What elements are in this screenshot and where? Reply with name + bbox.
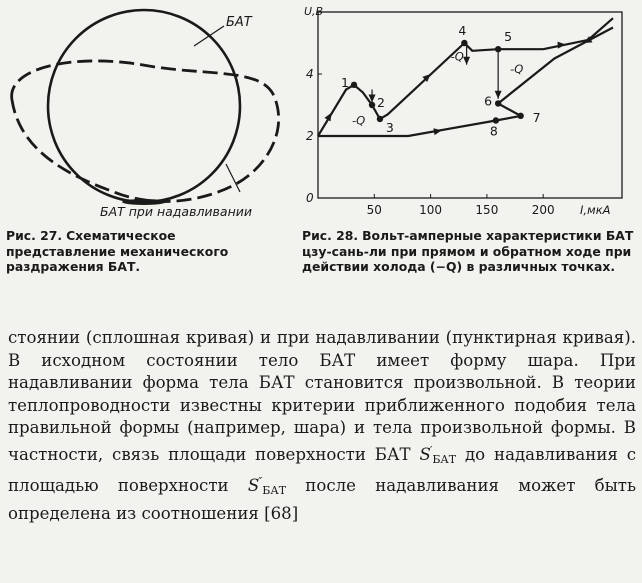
- s-bat-after: S″БАТ: [247, 475, 287, 497]
- figure-27-schematic: БАТ БАТ при надавливании: [10, 8, 280, 219]
- point-3: [376, 115, 384, 123]
- leader-line-top: [193, 25, 225, 47]
- cold-label-1: -Q: [352, 114, 365, 128]
- figure-28-caption-text: Вольт-амперные характеристики БАТ цзу-са…: [302, 228, 634, 275]
- figure-28-caption-label: Рис. 28.: [302, 228, 359, 243]
- cold-label-2: -Q: [451, 50, 464, 64]
- point-label-1: 1: [341, 75, 349, 90]
- body-text-mid: до надавливания с площадью поверхности: [8, 444, 636, 496]
- x-tick-label: 50: [367, 203, 382, 217]
- figure-28-caption: Рис. 28. Вольт-амперные характеристики БА…: [302, 228, 636, 275]
- point-8: [492, 117, 500, 124]
- figure-27-caption-label: Рис. 27.: [6, 228, 63, 243]
- arrow-rising-3: [557, 41, 566, 49]
- cold-label-3: -Q: [510, 62, 523, 76]
- bat-pressed-shape: [10, 59, 280, 203]
- point-label-5: 5: [504, 29, 512, 44]
- x-tick-label: 150: [475, 203, 498, 217]
- point-5: [494, 46, 502, 53]
- body-text-start: стоянии (сплошная кривая) и при надавлив…: [8, 328, 636, 464]
- y-axis-label: U,B: [304, 5, 323, 18]
- bat-sphere: [46, 8, 242, 204]
- figure-27-caption-text: Схематическое представление механическог…: [6, 228, 229, 275]
- point-1: [350, 81, 358, 89]
- arrow-return-2: [433, 128, 442, 136]
- arrow-rising-2: [422, 74, 431, 83]
- label-bat: БАТ: [226, 15, 253, 30]
- plot-frame: [317, 11, 623, 199]
- leader-line-bottom: [225, 163, 241, 193]
- contact-patch: [122, 199, 166, 205]
- point-7: [517, 112, 524, 120]
- point-label-2: 2: [377, 95, 385, 110]
- point-label-3: 3: [386, 120, 394, 135]
- point-6: [494, 100, 502, 107]
- s-bat-before: S′БАТ: [419, 443, 457, 466]
- y-tick-label: 4: [306, 67, 314, 81]
- point-label-4: 4: [458, 23, 466, 38]
- body-paragraph: стоянии (сплошная кривая) и при надавлив…: [8, 327, 636, 525]
- figure-27-caption: Рис. 27. Схематическое представление меха…: [6, 228, 288, 275]
- y-tick-label: 0: [306, 191, 314, 205]
- x-tick-label: 200: [532, 203, 555, 217]
- point-label-6: 6: [484, 93, 492, 108]
- point-label-8: 8: [490, 124, 498, 139]
- point-4: [461, 39, 468, 47]
- label-bat-pressed: БАТ при надавливании: [100, 204, 252, 219]
- arrow-return: [583, 36, 593, 43]
- cold-arrow-head-2: [463, 56, 471, 65]
- cold-arrow-head-1: [368, 94, 376, 103]
- body-text-end: после надавливания может быть определена…: [8, 476, 637, 523]
- x-tick-label: 100: [419, 203, 442, 217]
- x-axis-label: I,мкА: [580, 203, 611, 217]
- y-tick-label: 2: [306, 129, 314, 143]
- arrow-rising: [324, 112, 332, 122]
- point-label-7: 7: [533, 110, 541, 125]
- point-2: [368, 101, 376, 109]
- cold-arrow-head-3: [494, 90, 502, 99]
